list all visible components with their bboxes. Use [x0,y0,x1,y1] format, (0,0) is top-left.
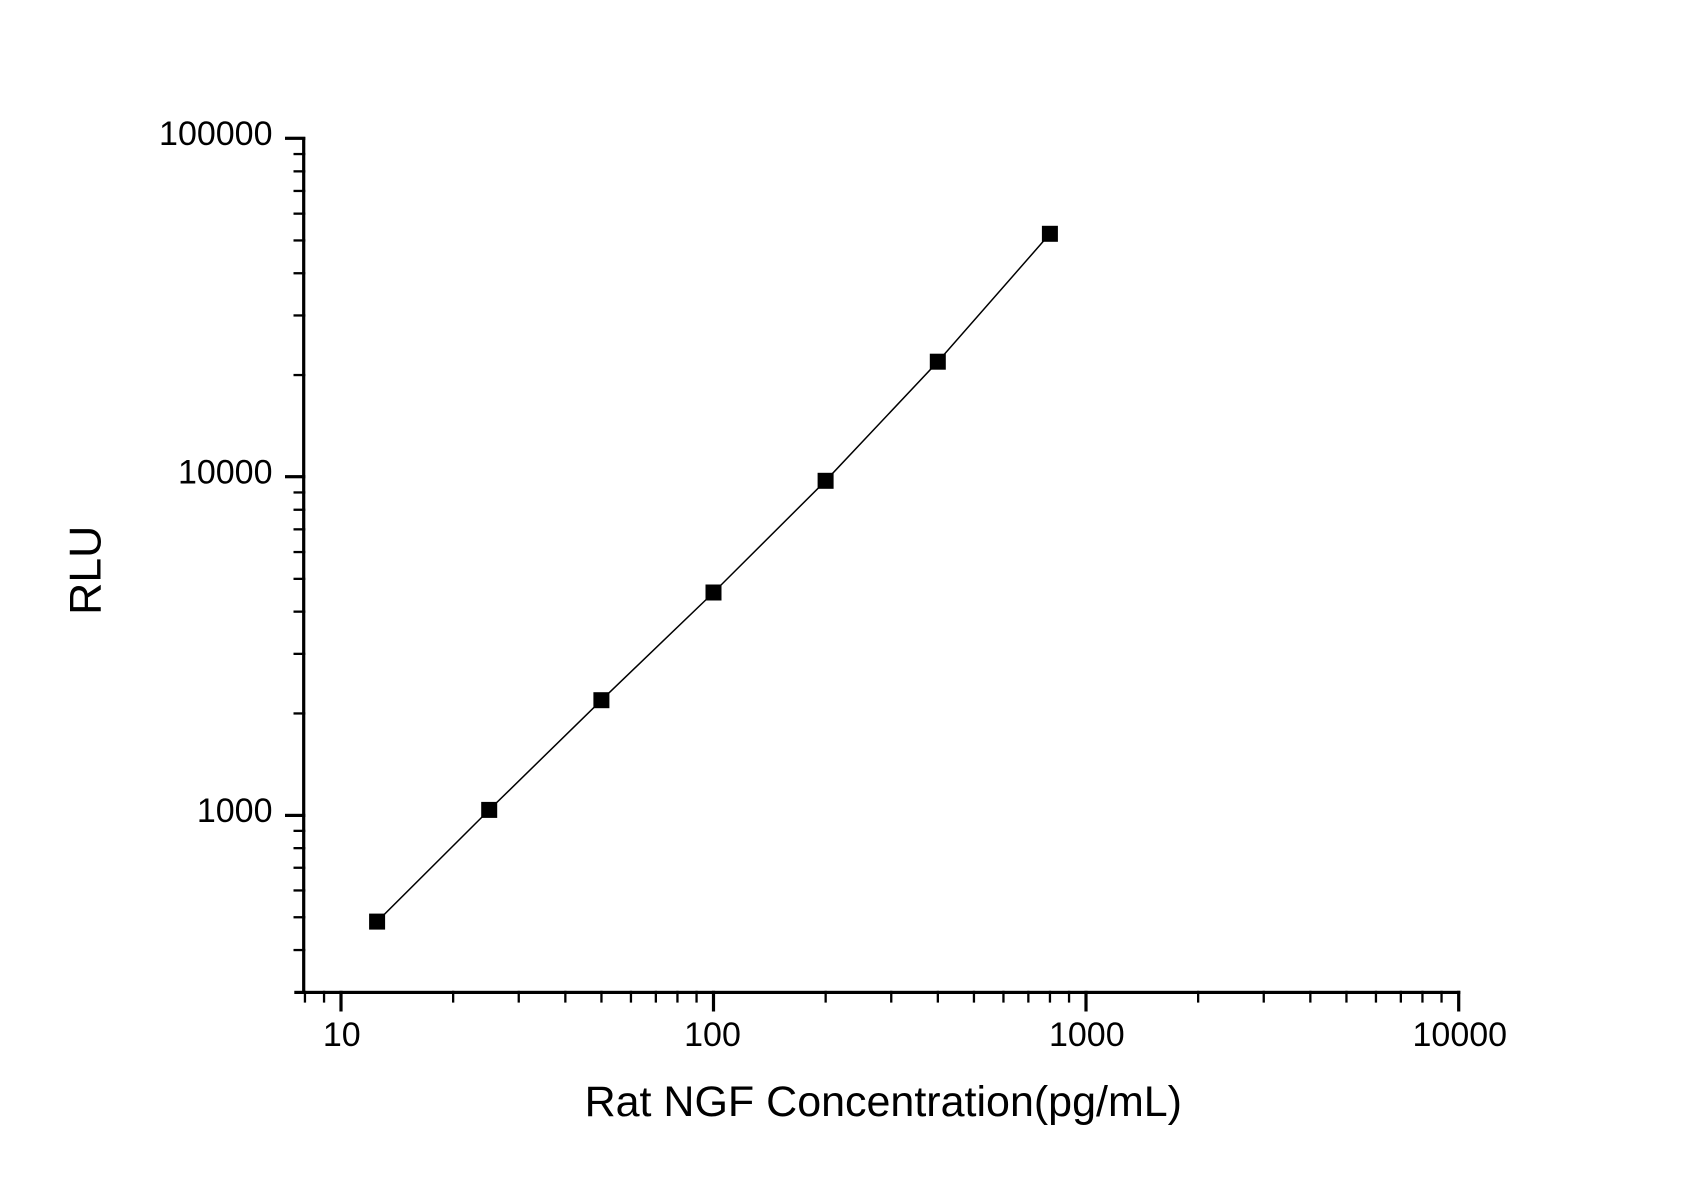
svg-text:100000: 100000 [159,115,272,153]
svg-text:Rat NGF Concentration(pg/mL): Rat NGF Concentration(pg/mL) [585,1078,1182,1126]
svg-text:1000: 1000 [197,792,273,830]
svg-text:1000: 1000 [1049,1016,1125,1054]
svg-text:10: 10 [323,1016,361,1054]
svg-text:RLU: RLU [62,526,111,615]
svg-text:10000: 10000 [1413,1016,1508,1054]
svg-text:100: 100 [684,1016,741,1054]
svg-text:10000: 10000 [178,453,273,491]
